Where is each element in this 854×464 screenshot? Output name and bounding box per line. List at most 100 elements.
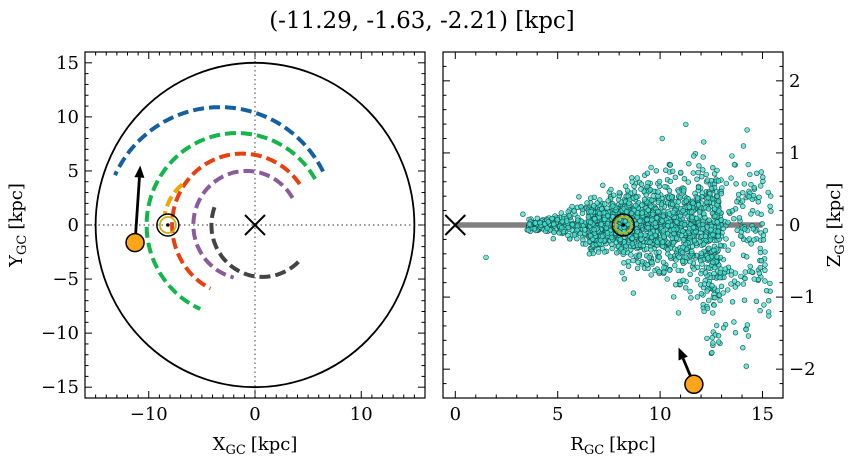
field-star	[634, 265, 641, 271]
y-tick-label: 15	[56, 53, 79, 74]
field-star	[741, 181, 747, 187]
field-star	[744, 127, 750, 133]
x-tick-label: 0	[450, 404, 461, 425]
field-star	[742, 269, 748, 275]
field-star	[680, 277, 686, 283]
field-star	[645, 180, 651, 186]
field-star	[710, 340, 716, 346]
field-star	[634, 175, 640, 181]
field-star	[709, 310, 716, 316]
field-star	[701, 308, 707, 315]
spiral-arm-6	[209, 206, 302, 279]
field-star	[622, 183, 629, 189]
field-star	[729, 153, 735, 159]
field-star	[661, 234, 667, 240]
field-star	[690, 153, 697, 159]
field-star	[638, 181, 645, 187]
field-star	[710, 165, 716, 171]
sun-outer-ring	[156, 213, 180, 237]
left-plot-area	[85, 52, 425, 398]
right-y-axis-label: ZGC[kpc]	[824, 183, 848, 267]
spiral-arm-2	[144, 131, 317, 311]
field-star	[626, 200, 632, 206]
y-tick-label: −15	[41, 377, 79, 398]
field-star	[728, 272, 734, 278]
field-star	[725, 247, 731, 253]
field-star	[565, 232, 571, 239]
field-star	[759, 221, 765, 227]
field-star	[717, 275, 723, 281]
field-star	[704, 177, 711, 183]
left-panel: −10 0 10 −15 −10 −5 0 5 10 15 XGC [kpc] YGC[kpc]	[6, 51, 426, 458]
field-star	[483, 254, 489, 261]
field-star	[616, 190, 622, 196]
field-star	[660, 228, 667, 234]
field-star	[550, 221, 557, 228]
field-star	[720, 290, 726, 296]
field-star	[765, 298, 772, 304]
field-star	[710, 259, 716, 265]
field-star	[595, 249, 602, 255]
field-star	[681, 222, 688, 228]
field-star	[732, 284, 738, 290]
field-star	[582, 227, 588, 233]
field-star	[697, 257, 704, 264]
field-star	[544, 225, 550, 231]
object-marker	[684, 374, 704, 395]
field-star	[724, 287, 731, 293]
field-star	[715, 198, 722, 204]
field-star	[569, 221, 575, 228]
field-star	[750, 192, 757, 199]
field-star	[687, 288, 693, 295]
field-star	[711, 247, 717, 254]
y-tick-label: −5	[52, 269, 79, 290]
field-star	[655, 209, 661, 215]
right-tick-labels: 0 5 10 15 −2 −1 0 1 2	[450, 71, 816, 425]
right-plot-area	[444, 121, 774, 369]
field-star	[767, 193, 774, 199]
field-star	[520, 211, 526, 217]
sun-outer-ring	[611, 213, 635, 237]
field-star	[736, 215, 743, 221]
field-star	[723, 236, 729, 242]
field-star	[717, 297, 723, 304]
field-star	[751, 276, 757, 282]
field-star	[763, 288, 770, 294]
field-star	[740, 203, 746, 210]
field-star	[667, 253, 673, 259]
sun-ring	[158, 216, 177, 234]
field-star	[679, 249, 686, 256]
field-star	[608, 186, 614, 193]
field-star	[629, 235, 635, 241]
field-star	[683, 121, 689, 128]
field-star	[679, 258, 686, 265]
field-star	[765, 189, 771, 196]
field-star	[687, 258, 693, 265]
field-star	[695, 169, 701, 176]
field-star	[702, 215, 708, 221]
field-star	[576, 194, 582, 200]
field-star	[604, 230, 611, 236]
field-star	[638, 231, 644, 238]
field-star	[691, 238, 698, 244]
field-star	[745, 161, 751, 168]
field-star	[738, 273, 744, 280]
field-star	[537, 220, 543, 226]
field-star	[688, 295, 694, 301]
field-star	[729, 208, 736, 214]
field-star	[745, 333, 752, 339]
field-star	[656, 178, 663, 185]
x-tick-label: 10	[350, 404, 373, 425]
field-star	[709, 334, 715, 341]
field-star	[682, 285, 689, 291]
field-star	[669, 235, 675, 241]
x-tick-label: 5	[552, 404, 563, 425]
field-star	[635, 259, 641, 265]
field-star	[695, 184, 702, 191]
field-star	[704, 305, 711, 312]
field-star	[722, 266, 728, 272]
field-star	[621, 260, 627, 266]
field-star	[746, 236, 752, 242]
field-star	[531, 226, 538, 232]
